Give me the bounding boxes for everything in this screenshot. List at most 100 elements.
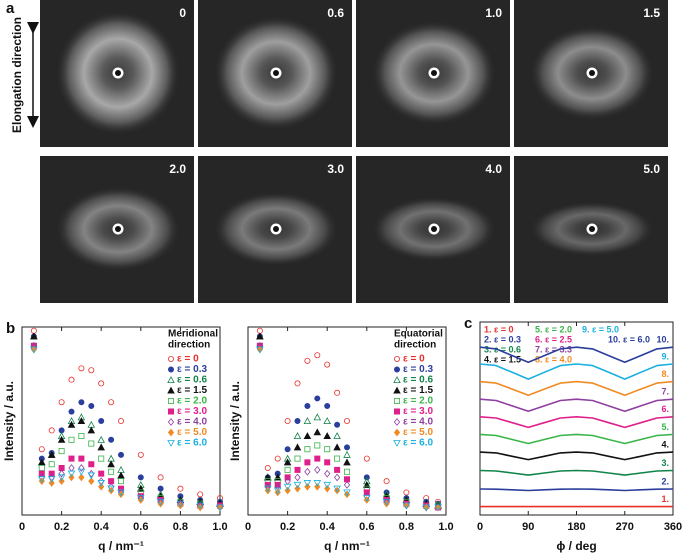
data-point bbox=[284, 417, 291, 424]
data-point bbox=[294, 473, 301, 482]
legend-marker bbox=[167, 439, 175, 447]
data-point bbox=[343, 417, 350, 424]
legend-marker bbox=[167, 418, 175, 426]
line-label: 5. bbox=[661, 422, 669, 432]
plot-frame bbox=[247, 326, 447, 516]
data-point bbox=[343, 481, 351, 489]
pattern-image: 1.5 bbox=[514, 0, 668, 147]
data-point bbox=[256, 346, 264, 354]
data-point bbox=[333, 443, 341, 451]
data-point bbox=[157, 474, 164, 481]
series-line bbox=[479, 433, 674, 445]
pattern-image: 3.0 bbox=[198, 156, 352, 303]
data-point bbox=[324, 361, 331, 368]
data-point bbox=[117, 490, 125, 499]
data-point bbox=[177, 485, 184, 492]
series-line bbox=[479, 488, 674, 492]
data-point bbox=[57, 435, 66, 443]
legend-label: 2. ε = 0.3 bbox=[484, 334, 521, 344]
x-tick-label: 0.8 bbox=[399, 521, 414, 533]
pattern-image: 1.0 bbox=[356, 0, 510, 147]
series-line bbox=[479, 451, 674, 461]
panel-label: c bbox=[464, 315, 472, 332]
data-point bbox=[304, 402, 311, 409]
legend-label: ε = 2.0 bbox=[177, 396, 207, 407]
legend-label: ε = 5.0 bbox=[403, 427, 433, 438]
data-point bbox=[303, 417, 312, 425]
data-point bbox=[293, 432, 302, 440]
beam-stop bbox=[273, 226, 279, 232]
data-point bbox=[304, 357, 311, 364]
legend-marker bbox=[167, 386, 175, 394]
data-point bbox=[334, 455, 341, 462]
data-point bbox=[108, 399, 115, 406]
series-line bbox=[479, 469, 674, 476]
legend-label: 1. ε = 0 bbox=[484, 324, 514, 334]
series-line bbox=[479, 380, 674, 396]
chart: 0 90 180 270 360 ϕ / deg c 1. 1. ε = 0 2. 2. ε = 0… bbox=[464, 315, 682, 553]
legend-marker bbox=[393, 386, 401, 394]
data-point bbox=[38, 446, 45, 453]
beam-stop bbox=[431, 226, 437, 232]
x-tick-label: 0.6 bbox=[359, 521, 374, 533]
legend-marker bbox=[167, 376, 175, 384]
legend-label: ε = 1.5 bbox=[403, 385, 433, 396]
data-point bbox=[334, 421, 341, 428]
data-point bbox=[156, 498, 165, 506]
data-point bbox=[197, 491, 204, 498]
data-point bbox=[333, 432, 341, 440]
legend-label: ε = 4.0 bbox=[403, 417, 433, 428]
data-point bbox=[38, 464, 45, 471]
beam-stop bbox=[589, 226, 595, 232]
data-point bbox=[67, 470, 76, 478]
data-point bbox=[68, 408, 75, 415]
data-point bbox=[38, 458, 46, 466]
data-point bbox=[97, 435, 105, 443]
annotation: Equatorial bbox=[394, 329, 443, 340]
data-point bbox=[303, 432, 312, 440]
data-point bbox=[402, 502, 411, 510]
data-point bbox=[304, 446, 311, 453]
data-point bbox=[294, 455, 301, 462]
data-point bbox=[137, 495, 145, 503]
x-tick-label: 0 bbox=[477, 521, 483, 533]
data-point bbox=[324, 459, 331, 466]
legend-marker bbox=[393, 408, 400, 415]
data-point bbox=[324, 446, 331, 453]
data-point bbox=[294, 380, 301, 387]
line-label: 6. bbox=[661, 404, 669, 414]
legend-label: 8. ε = 4.0 bbox=[535, 354, 572, 364]
data-point bbox=[333, 485, 341, 493]
data-point bbox=[47, 476, 56, 484]
data-point bbox=[273, 487, 282, 495]
data-point bbox=[363, 455, 370, 462]
legend-label: ε = 0.6 bbox=[403, 375, 433, 386]
x-tick-label: 0 bbox=[245, 521, 251, 533]
strain-label: 0 bbox=[179, 6, 186, 20]
beam-stop bbox=[115, 226, 121, 232]
data-point bbox=[256, 332, 264, 340]
data-point bbox=[324, 469, 331, 478]
data-point bbox=[78, 365, 85, 372]
data-point bbox=[68, 464, 75, 472]
pattern-image: 5.0 bbox=[514, 156, 668, 303]
pattern-image: 0.6 bbox=[198, 0, 352, 147]
data-point bbox=[38, 476, 46, 484]
data-point bbox=[383, 478, 390, 485]
data-point bbox=[78, 455, 85, 462]
data-point bbox=[98, 455, 105, 462]
x-tick-label: 0 bbox=[19, 521, 25, 533]
x-axis-label: q / nm⁻¹ bbox=[98, 539, 144, 553]
data-point bbox=[343, 489, 351, 497]
data-point bbox=[314, 466, 321, 474]
data-point bbox=[343, 450, 351, 458]
x-tick-label: 90 bbox=[522, 521, 534, 533]
legend-marker bbox=[167, 366, 174, 373]
legend-marker bbox=[393, 418, 401, 426]
data-point bbox=[107, 485, 115, 493]
data-point bbox=[382, 498, 391, 506]
data-point bbox=[422, 504, 430, 512]
annotation: direction bbox=[168, 340, 210, 351]
strain-label: 1.5 bbox=[643, 6, 660, 20]
